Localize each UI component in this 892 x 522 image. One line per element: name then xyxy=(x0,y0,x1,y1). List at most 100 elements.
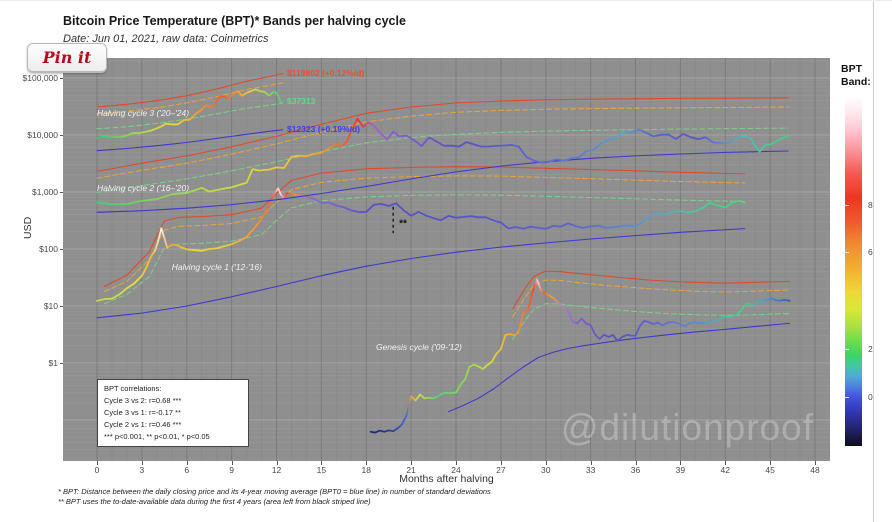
y-tick-mark xyxy=(60,363,63,364)
colorbar-tick-mark xyxy=(845,348,849,350)
x-tick-mark xyxy=(97,461,98,465)
correlation-line-3: Cycle 2 vs 1: r=0.46 *** xyxy=(104,420,182,429)
cycle-0-label: Genesis cycle ('09-'12) xyxy=(375,342,462,353)
value-label-1: $37313 xyxy=(286,96,316,107)
cycle-2-price-line xyxy=(96,117,789,206)
x-tick-mark xyxy=(770,461,772,465)
cycle-2-mid-band xyxy=(96,106,789,179)
x-tick-48: 48 xyxy=(810,465,820,475)
chart-title: Bitcoin Price Temperature (BPT)* Bands p… xyxy=(63,14,406,28)
y-tick-mark xyxy=(60,306,63,307)
x-tick-mark xyxy=(186,461,188,465)
x-tick-36: 36 xyxy=(630,465,641,475)
cycle-0-ma-line xyxy=(447,322,791,413)
y-tick-mark xyxy=(60,78,63,79)
correlation-significance-note: *** p<0.001, ** p<0.01, * p<0.05 xyxy=(104,432,210,441)
x-tick-42: 42 xyxy=(720,465,730,475)
cycle-0-mid-band xyxy=(512,279,791,318)
page-edge-divider xyxy=(873,1,874,522)
x-tick-mark xyxy=(500,461,502,465)
colorbar-tick-mark xyxy=(845,204,849,206)
x-tick-6: 6 xyxy=(184,465,190,475)
y-tick-mark xyxy=(60,249,63,250)
y-tick-$1: $1 xyxy=(48,358,58,368)
x-tick-mark xyxy=(366,461,368,465)
x-tick-mark xyxy=(725,461,727,465)
cycle-0-lower-band xyxy=(512,303,791,340)
cycle-1-label: Halving cycle 1 ('12-'16) xyxy=(171,262,262,273)
pin-button-label: Pin it xyxy=(42,48,92,67)
cycle-series-1 xyxy=(96,166,746,319)
cycle-3-price-line xyxy=(96,88,284,140)
x-tick-mark xyxy=(815,461,816,465)
four-year-marker-label: ** xyxy=(399,219,407,230)
x-tick-33: 33 xyxy=(585,465,596,475)
cycle-1-price-line xyxy=(96,187,746,302)
y-tick-mark xyxy=(60,192,63,193)
x-tick-24: 24 xyxy=(451,465,461,475)
colorbar-tick-6: 6 xyxy=(868,247,873,258)
y-axis-title: USD xyxy=(22,216,34,239)
pinterest-pin-button[interactable]: Pin it xyxy=(27,43,107,73)
value-label-0: $119802 (+0.12%/d) xyxy=(286,67,365,78)
correlations-legend: BPT correlations: Cycle 3 vs 2: r=0.68 *… xyxy=(97,379,249,447)
x-tick-3: 3 xyxy=(139,465,145,475)
colorbar-tick-mark xyxy=(845,252,849,254)
x-tick-mark xyxy=(545,461,547,465)
cycle-series-2 xyxy=(96,97,789,213)
y-tick-$1,000: $1,000 xyxy=(32,187,58,197)
x-tick-30: 30 xyxy=(541,465,551,475)
cycle-1-upper-band xyxy=(103,166,746,288)
colorbar-title-line1: BPT xyxy=(841,63,862,75)
x-tick-9: 9 xyxy=(229,465,234,475)
colorbar-title: BPT Band: xyxy=(841,63,871,89)
y-tick-$10: $10 xyxy=(43,301,58,311)
correlation-line-1: Cycle 3 vs 2: r=0.68 *** xyxy=(104,396,182,405)
footnote-bpt-window: ** BPT uses the to-date-available data d… xyxy=(58,497,371,506)
colorbar-gradient xyxy=(845,96,862,446)
y-tick-$100,000: $100,000 xyxy=(22,73,58,83)
cycle-3-ma-line xyxy=(96,129,284,152)
cycle-3-upper-band xyxy=(96,72,284,108)
cycle-3-mid-band xyxy=(96,82,284,115)
cycle-0-upper-band xyxy=(512,270,791,310)
x-tick-21: 21 xyxy=(406,465,416,475)
chart-subtitle: Date: Jun 01, 2021, raw data: Coinmetric… xyxy=(63,33,269,45)
x-tick-18: 18 xyxy=(361,465,371,475)
x-tick-mark xyxy=(456,461,457,465)
correlation-line-2: Cycle 3 vs 1: r=-0.17 ** xyxy=(104,408,181,417)
x-tick-mark xyxy=(590,461,592,465)
footnote-bpt-definition: * BPT: Distance between the daily closin… xyxy=(58,487,491,496)
y-tick-$10,000: $10,000 xyxy=(27,130,58,140)
x-axis-title: Months after halving xyxy=(399,473,494,485)
plot-area: ** @dilutionproof BPT correlations: Cycl… xyxy=(63,58,830,461)
colorbar-tick-2: 2 xyxy=(868,343,873,354)
cycle-1-ma-line xyxy=(96,228,746,319)
value-label-2: $12323 (+0.19%/d) xyxy=(286,123,360,134)
x-tick-0: 0 xyxy=(94,465,100,475)
cycle-2-upper-band xyxy=(96,97,789,172)
cycle-0-price-line xyxy=(369,278,791,434)
x-tick-27: 27 xyxy=(496,465,506,475)
colorbar-tick-mark xyxy=(845,397,849,398)
cycle-2-ma-line xyxy=(96,150,789,213)
colorbar-tick-0: 0 xyxy=(868,392,873,402)
cycle-2-label: Halving cycle 2 ('16–'20) xyxy=(97,182,190,193)
correlations-title: BPT correlations: xyxy=(104,384,162,393)
x-tick-mark xyxy=(141,461,143,465)
x-tick-mark xyxy=(276,461,278,465)
colorbar-title-line2: Band: xyxy=(841,76,871,88)
cycle-2-lower-band xyxy=(96,127,789,194)
x-tick-mark xyxy=(231,461,233,465)
y-tick-$100: $100 xyxy=(39,244,58,254)
colorbar-tick-8: 8 xyxy=(868,199,873,210)
cycle-series-3 xyxy=(96,72,284,152)
x-tick-mark xyxy=(321,461,323,465)
x-tick-mark xyxy=(635,461,637,465)
cycle-series-0 xyxy=(369,270,791,434)
cycle-1-mid-band xyxy=(103,175,746,292)
x-tick-12: 12 xyxy=(271,465,282,475)
x-tick-45: 45 xyxy=(765,465,775,475)
cycle-3-label: Halving cycle 3 ('20–'24) xyxy=(97,108,190,119)
x-tick-mark xyxy=(411,461,413,465)
